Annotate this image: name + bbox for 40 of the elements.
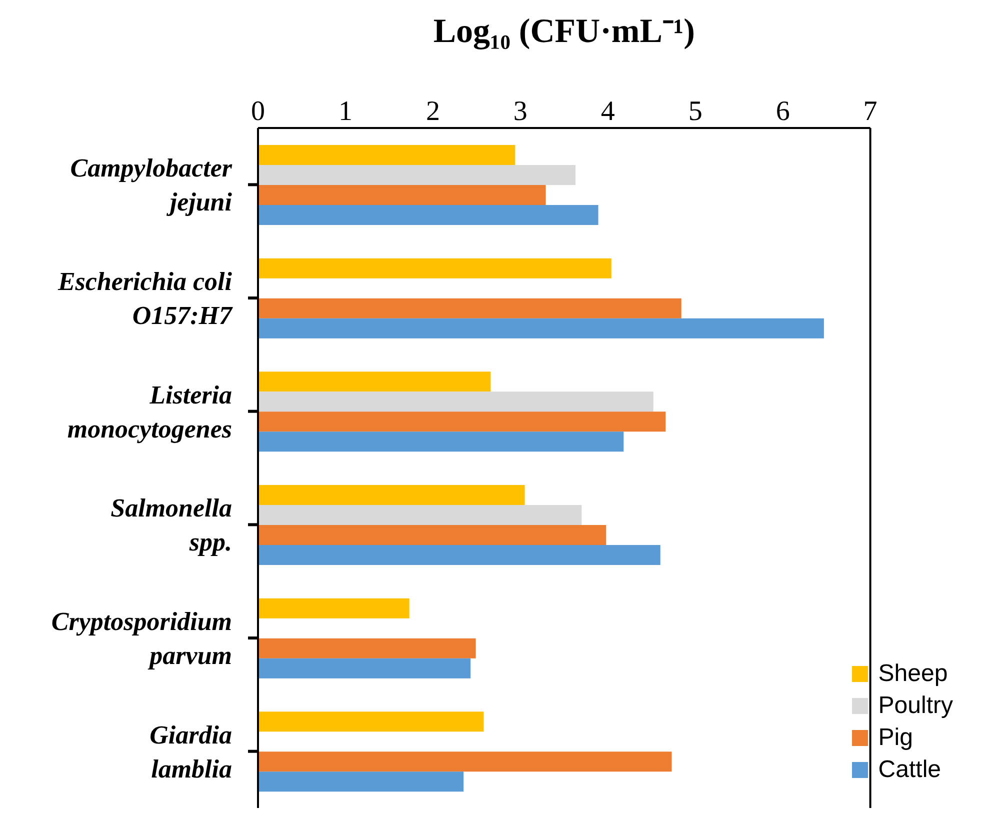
- x-tick-label: 5: [688, 96, 702, 127]
- bar: [258, 485, 525, 505]
- bar: [258, 165, 576, 185]
- legend-label: Pig: [877, 724, 914, 752]
- y-tick-label: Giardia lamblia: [150, 720, 232, 784]
- bar: [258, 505, 582, 525]
- bar: [258, 545, 660, 565]
- x-tick-label: 2: [426, 96, 440, 127]
- bar: [258, 752, 672, 772]
- y-tick-label: Campylobacter jejuni: [70, 154, 233, 217]
- bar: [258, 598, 410, 618]
- bar: [258, 372, 491, 392]
- x-tick-label: 3: [513, 96, 528, 127]
- bar: [258, 145, 516, 165]
- bar: [258, 412, 666, 432]
- legend-label: Cattle: [877, 756, 942, 784]
- bar: [258, 525, 606, 545]
- y-tick-label: Salmonella spp.: [110, 494, 232, 557]
- bar: [258, 318, 824, 338]
- bar: [258, 638, 476, 658]
- x-tick-label: 7: [863, 96, 878, 127]
- x-tick-label: 1: [338, 96, 352, 127]
- x-axis-title: Log₁₀ (CFU·mL⁻¹): [433, 13, 695, 50]
- x-tick-label: 6: [776, 96, 790, 127]
- x-tick-label: 0: [251, 96, 265, 127]
- legend-label: Sheep: [877, 660, 949, 688]
- x-tick-label: 4: [600, 96, 615, 127]
- y-tick-label: Cryptosporidium parvum: [51, 607, 232, 670]
- bar: [258, 258, 612, 278]
- bar: [258, 432, 624, 452]
- bar: [258, 658, 471, 678]
- y-tick-label: Listeria monocytogenes: [67, 380, 232, 444]
- legend-label: Poultry: [877, 692, 953, 720]
- y-tick-label: Escherichia coli O157:H7: [56, 267, 233, 330]
- bar: [258, 772, 464, 792]
- bar: [258, 205, 598, 225]
- bar: [258, 185, 546, 205]
- bar: [258, 392, 654, 412]
- bar: [258, 298, 682, 318]
- bar: [258, 712, 484, 732]
